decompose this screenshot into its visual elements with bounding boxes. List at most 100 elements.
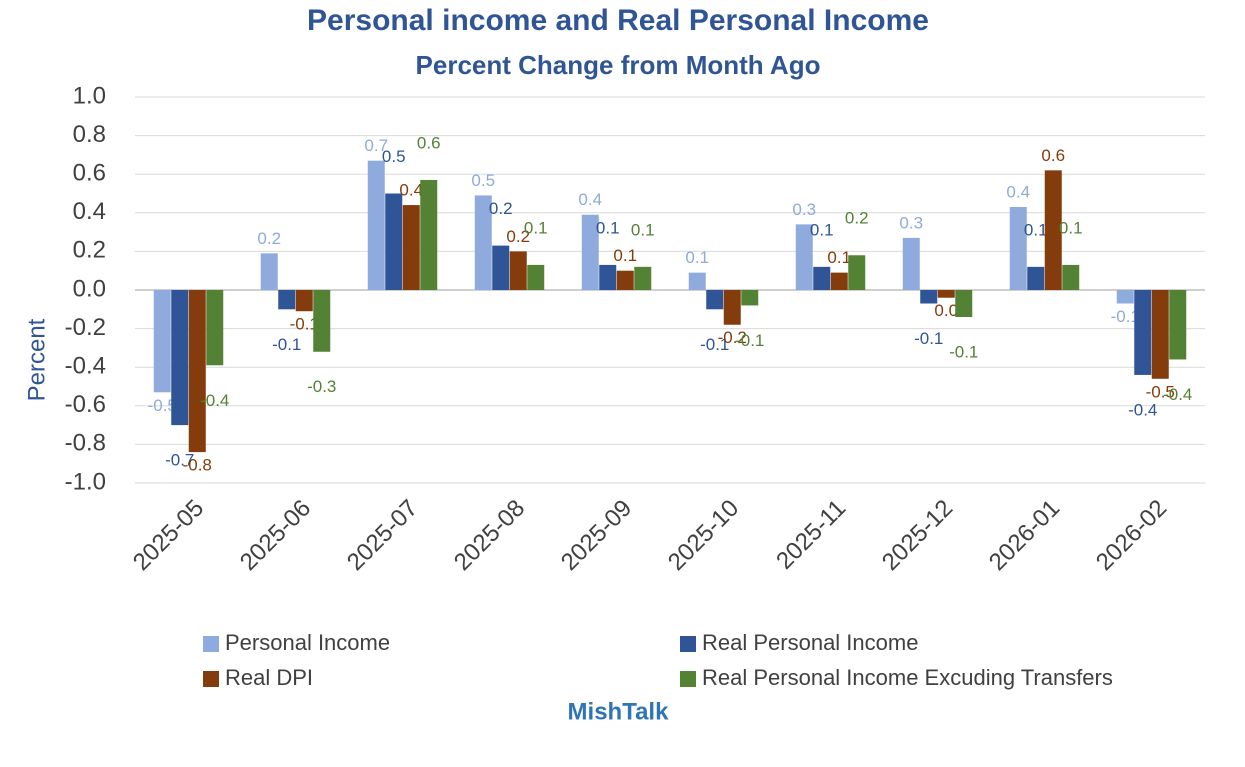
y-tick-label: -0.6 — [65, 391, 106, 418]
bar — [902, 237, 920, 290]
y-tick-label: -0.8 — [65, 430, 106, 457]
bar — [723, 290, 741, 325]
bar — [206, 290, 224, 366]
data-label: 0.5 — [471, 171, 495, 190]
bar — [527, 264, 545, 290]
bar — [634, 266, 652, 290]
bar — [848, 255, 866, 290]
bar — [616, 270, 634, 290]
bar — [1009, 207, 1027, 290]
data-label: 0.1 — [596, 218, 620, 237]
y-tick-label: 0.6 — [73, 160, 106, 187]
legend-swatch — [680, 636, 696, 652]
data-label: 0.5 — [382, 147, 406, 166]
bar — [1151, 290, 1169, 379]
bar — [278, 290, 296, 310]
data-label: -0.4 — [200, 391, 229, 410]
bar — [1169, 290, 1187, 360]
y-tick-label: 1.0 — [73, 82, 106, 109]
data-label: 0.3 — [792, 200, 816, 219]
bar — [509, 251, 527, 290]
bar — [599, 264, 617, 290]
data-label: 0.1 — [1059, 218, 1083, 237]
bar — [920, 290, 938, 304]
bar — [402, 205, 420, 290]
bar — [153, 290, 171, 393]
data-label: 0.1 — [810, 220, 834, 239]
data-label: 0.7 — [364, 136, 388, 155]
bar — [188, 290, 206, 453]
data-label: 0.4 — [399, 181, 423, 200]
data-label: 0.1 — [631, 220, 655, 239]
data-label: -0.1 — [290, 315, 319, 334]
data-label: -0.1 — [700, 335, 729, 354]
legend-swatch — [203, 671, 219, 687]
legend-swatch — [680, 671, 696, 687]
bar — [420, 179, 438, 290]
data-label: 0.1 — [1024, 220, 1048, 239]
bar — [385, 193, 403, 290]
data-label: -0.2 — [718, 328, 747, 347]
bar — [171, 290, 189, 426]
y-tick-label: 0.2 — [73, 237, 106, 264]
source: MishTalk — [568, 698, 670, 725]
data-label: 0.6 — [417, 133, 441, 152]
chart-title: Personal income and Real Personal Income — [307, 4, 929, 37]
y-tick-label: -1.0 — [65, 468, 106, 495]
data-label: -0.5 — [148, 396, 177, 415]
y-axis-label: Percent — [23, 318, 50, 401]
data-label: 0.1 — [613, 246, 637, 265]
legend-label: Real DPI — [225, 665, 313, 690]
data-label: -0.8 — [183, 456, 212, 475]
chart-subtitle: Percent Change from Month Ago — [416, 50, 821, 80]
legend-label: Personal Income — [225, 630, 390, 655]
bar — [474, 195, 492, 290]
y-tick-label: 0.8 — [73, 121, 106, 148]
data-label: 0.2 — [506, 227, 530, 246]
data-label: -0.4 — [1163, 385, 1192, 404]
bar — [937, 290, 955, 298]
bar — [813, 266, 831, 290]
bar — [706, 290, 724, 310]
data-label: 0.2 — [845, 209, 869, 228]
bar — [1027, 266, 1045, 290]
y-tick-label: -0.2 — [65, 314, 106, 341]
data-label: 0.3 — [899, 213, 923, 232]
bar — [492, 245, 510, 290]
bar — [1062, 264, 1080, 290]
y-tick-label: 0.0 — [73, 275, 106, 302]
data-label: 0.1 — [524, 218, 548, 237]
data-label: 0.4 — [1006, 182, 1030, 201]
data-label: -0.5 — [1146, 382, 1175, 401]
bar — [313, 290, 331, 352]
data-label: -0.1 — [272, 335, 301, 354]
bar — [741, 290, 759, 306]
legend-swatch — [203, 636, 219, 652]
data-label: 0.6 — [1041, 146, 1065, 165]
data-label: -0.4 — [1128, 400, 1157, 419]
data-label: 0.2 — [489, 199, 513, 218]
data-label: -0.1 — [735, 331, 764, 350]
data-label: 0.2 — [257, 229, 281, 248]
bar — [1134, 290, 1152, 375]
bar — [830, 272, 848, 290]
data-label: 0.0 — [934, 301, 958, 320]
bar — [260, 253, 278, 290]
y-tick-label: -0.4 — [65, 353, 106, 380]
data-label: -0.3 — [307, 377, 336, 396]
bar — [688, 272, 706, 290]
bar — [581, 214, 599, 290]
bar — [1044, 170, 1062, 290]
legend-label: Real Personal Income Excuding Transfers — [702, 665, 1113, 690]
y-tick-label: 0.4 — [73, 198, 106, 225]
bar — [1116, 290, 1134, 304]
data-label: 0.1 — [685, 248, 709, 267]
data-label: 0.4 — [578, 190, 602, 209]
bar — [295, 290, 313, 312]
data-label: -0.7 — [165, 451, 194, 470]
data-label: 0.1 — [827, 248, 851, 267]
bar — [795, 224, 813, 290]
